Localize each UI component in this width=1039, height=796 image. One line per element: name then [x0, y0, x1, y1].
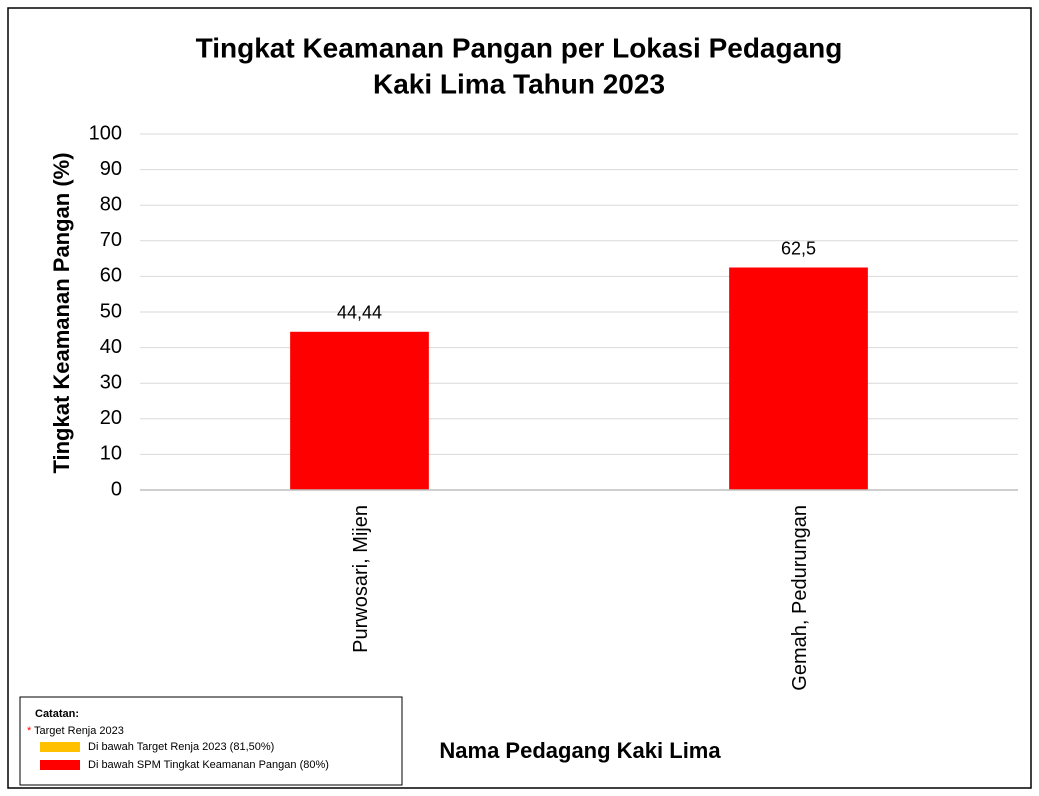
- y-tick-label: 0: [111, 478, 122, 500]
- y-axis-label: Tingkat Keamanan Pangan (%): [49, 152, 74, 473]
- note-text: Target Renja 2023: [34, 725, 124, 737]
- y-tick-label: 70: [100, 229, 122, 251]
- y-tick-label: 90: [100, 158, 122, 180]
- chart-title: Tingkat Keamanan Pangan per Lokasi Pedag…: [196, 32, 843, 63]
- y-tick-label: 80: [100, 193, 122, 215]
- chart-title: Kaki Lima Tahun 2023: [373, 68, 665, 99]
- x-axis-label: Nama Pedagang Kaki Lima: [439, 738, 721, 763]
- value-label: 44,44: [337, 303, 382, 323]
- chart-frame: [7, 7, 1032, 789]
- bar: [290, 331, 429, 490]
- y-tick-label: 100: [89, 122, 122, 144]
- y-tick-label: 50: [100, 300, 122, 322]
- legend-label: Di bawah Target Renja 2023 (81,50%): [88, 741, 274, 753]
- note-title: Catatan:: [35, 708, 79, 720]
- value-label: 62,5: [781, 238, 816, 258]
- y-tick-label: 20: [100, 407, 122, 429]
- y-tick-label: 30: [100, 371, 122, 393]
- y-tick-label: 40: [100, 336, 122, 358]
- bar: [729, 267, 868, 490]
- note-box: [19, 696, 403, 786]
- x-tick-label: Gemah, Pedurungan: [789, 505, 811, 691]
- y-tick-label: 10: [100, 443, 122, 465]
- note-marker: *: [27, 725, 32, 737]
- legend-swatch: [40, 742, 80, 752]
- y-tick-label: 60: [100, 265, 122, 287]
- legend-label: Di bawah SPM Tingkat Keamanan Pangan (80…: [88, 759, 329, 771]
- x-tick-label: Purwosari, Mijen: [350, 505, 372, 653]
- legend-swatch: [40, 760, 80, 770]
